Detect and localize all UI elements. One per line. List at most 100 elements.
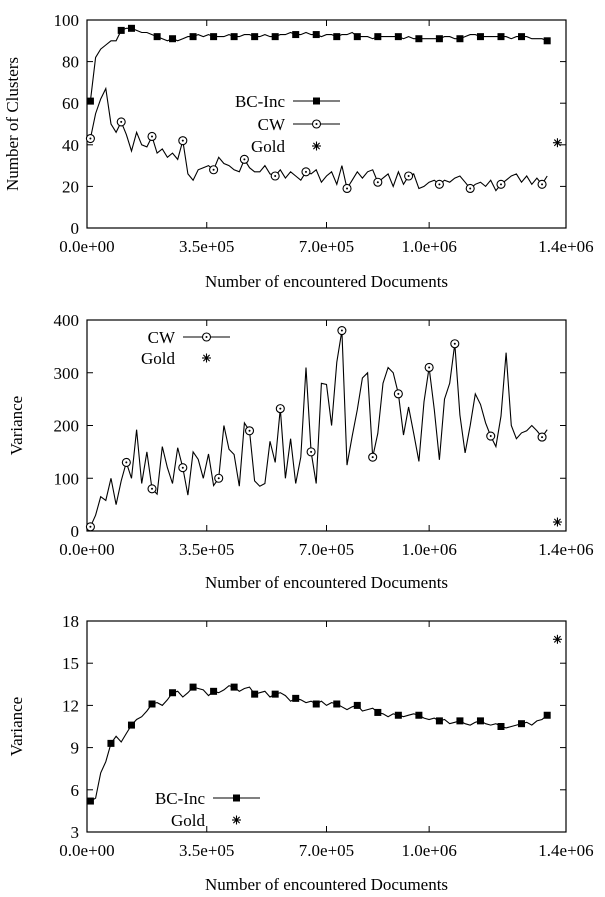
y-axis-label: Variance bbox=[7, 697, 26, 756]
data-point bbox=[210, 687, 218, 695]
data-point bbox=[251, 690, 259, 698]
data-point bbox=[85, 522, 95, 532]
x-axis-label: Number of encountered Documents bbox=[205, 272, 448, 291]
data-point bbox=[353, 33, 361, 41]
data-point bbox=[353, 701, 361, 709]
legend-label: Gold bbox=[141, 349, 176, 368]
data-point bbox=[394, 711, 402, 719]
data-point bbox=[374, 708, 382, 716]
data-point bbox=[415, 711, 423, 719]
data-point bbox=[244, 426, 255, 436]
series-bc-inc bbox=[86, 24, 551, 105]
x-tick-label: 7.0e+05 bbox=[299, 237, 354, 256]
data-point bbox=[435, 35, 443, 43]
y-tick-label: 15 bbox=[62, 654, 79, 673]
data-point bbox=[435, 717, 443, 725]
x-axis-label: Number of encountered Documents bbox=[205, 875, 448, 894]
series-line bbox=[89, 330, 548, 528]
x-tick-label: 0.0e+00 bbox=[59, 540, 114, 559]
data-point bbox=[86, 797, 94, 805]
y-axis-label: Number of Clusters bbox=[3, 57, 22, 191]
legend-label: CW bbox=[258, 115, 286, 134]
legend-label: Gold bbox=[251, 137, 286, 156]
data-point bbox=[476, 33, 484, 41]
x-tick-label: 3.5e+05 bbox=[179, 540, 234, 559]
data-point bbox=[486, 431, 496, 441]
data-point bbox=[497, 33, 505, 41]
y-tick-label: 3 bbox=[71, 823, 80, 842]
legend-marker bbox=[201, 332, 212, 342]
y-tick-label: 0 bbox=[71, 522, 80, 541]
data-point bbox=[342, 183, 352, 194]
y-tick-label: 400 bbox=[54, 311, 80, 330]
x-tick-label: 1.0e+06 bbox=[401, 841, 456, 860]
data-point bbox=[230, 683, 238, 691]
data-point bbox=[209, 165, 219, 175]
y-tick-label: 60 bbox=[62, 94, 79, 113]
y-tick-label: 18 bbox=[62, 612, 79, 631]
data-point bbox=[393, 389, 403, 399]
data-point bbox=[537, 432, 547, 442]
legend-marker bbox=[311, 119, 322, 129]
data-point bbox=[117, 26, 125, 34]
data-point bbox=[270, 171, 280, 181]
y-tick-label: 100 bbox=[54, 469, 80, 488]
x-tick-label: 0.0e+00 bbox=[59, 841, 114, 860]
x-tick-label: 1.4e+06 bbox=[538, 237, 593, 256]
data-point bbox=[178, 463, 188, 473]
legend-marker bbox=[312, 141, 321, 151]
legend-marker bbox=[313, 97, 320, 105]
data-point bbox=[147, 131, 157, 142]
data-point bbox=[373, 177, 383, 187]
series-gold bbox=[552, 634, 562, 644]
x-tick-label: 3.5e+05 bbox=[179, 841, 234, 860]
series-gold bbox=[552, 517, 562, 527]
data-point bbox=[312, 700, 320, 708]
data-point bbox=[374, 33, 382, 41]
x-tick-label: 1.0e+06 bbox=[401, 540, 456, 559]
legend-entry: CW bbox=[258, 115, 340, 134]
data-point bbox=[497, 723, 505, 730]
data-point bbox=[333, 700, 341, 708]
data-point bbox=[275, 404, 285, 414]
chart-panel-3: 0.0e+00 3.5e+05 7.0e+05 1.0e+06 1.4e+06 3 6 9 12… bbox=[7, 612, 594, 894]
chart-panel-2: 0.0e+00 3.5e+05 7.0e+05 1.0e+06 1.4e+06 0 100 2… bbox=[7, 311, 594, 592]
data-point bbox=[153, 33, 161, 41]
data-point bbox=[537, 179, 547, 189]
data-point bbox=[230, 33, 238, 41]
data-point bbox=[312, 31, 320, 39]
data-point bbox=[239, 154, 249, 164]
data-point bbox=[271, 33, 279, 41]
x-tick-label: 7.0e+05 bbox=[299, 540, 354, 559]
legend-entry: Gold bbox=[251, 137, 321, 156]
data-point bbox=[552, 138, 562, 148]
x-tick-label: 7.0e+05 bbox=[299, 841, 354, 860]
legend-entry: Gold bbox=[141, 349, 211, 368]
data-point bbox=[434, 179, 444, 189]
y-tick-label: 12 bbox=[62, 696, 79, 715]
y-tick-label: 200 bbox=[54, 417, 80, 436]
data-point bbox=[127, 24, 135, 32]
legend-marker bbox=[232, 815, 241, 825]
data-point bbox=[178, 136, 188, 146]
y-tick-label: 40 bbox=[62, 136, 79, 155]
y-tick-label: 300 bbox=[54, 364, 80, 383]
legend-entry: BC-Inc bbox=[155, 789, 260, 808]
data-point bbox=[394, 33, 402, 41]
x-tick-label: 1.4e+06 bbox=[538, 841, 593, 860]
data-point bbox=[189, 33, 197, 41]
data-point bbox=[169, 689, 177, 697]
data-point bbox=[147, 484, 157, 494]
legend-entry: Gold bbox=[171, 811, 241, 830]
series-cw bbox=[85, 86, 548, 194]
data-point bbox=[368, 452, 378, 462]
data-point bbox=[214, 473, 224, 483]
data-point bbox=[518, 720, 526, 728]
data-point bbox=[292, 31, 300, 39]
data-point bbox=[121, 457, 131, 467]
series-gold bbox=[552, 138, 562, 148]
series-cw bbox=[85, 325, 548, 532]
data-point bbox=[450, 339, 460, 349]
data-point bbox=[306, 447, 316, 457]
